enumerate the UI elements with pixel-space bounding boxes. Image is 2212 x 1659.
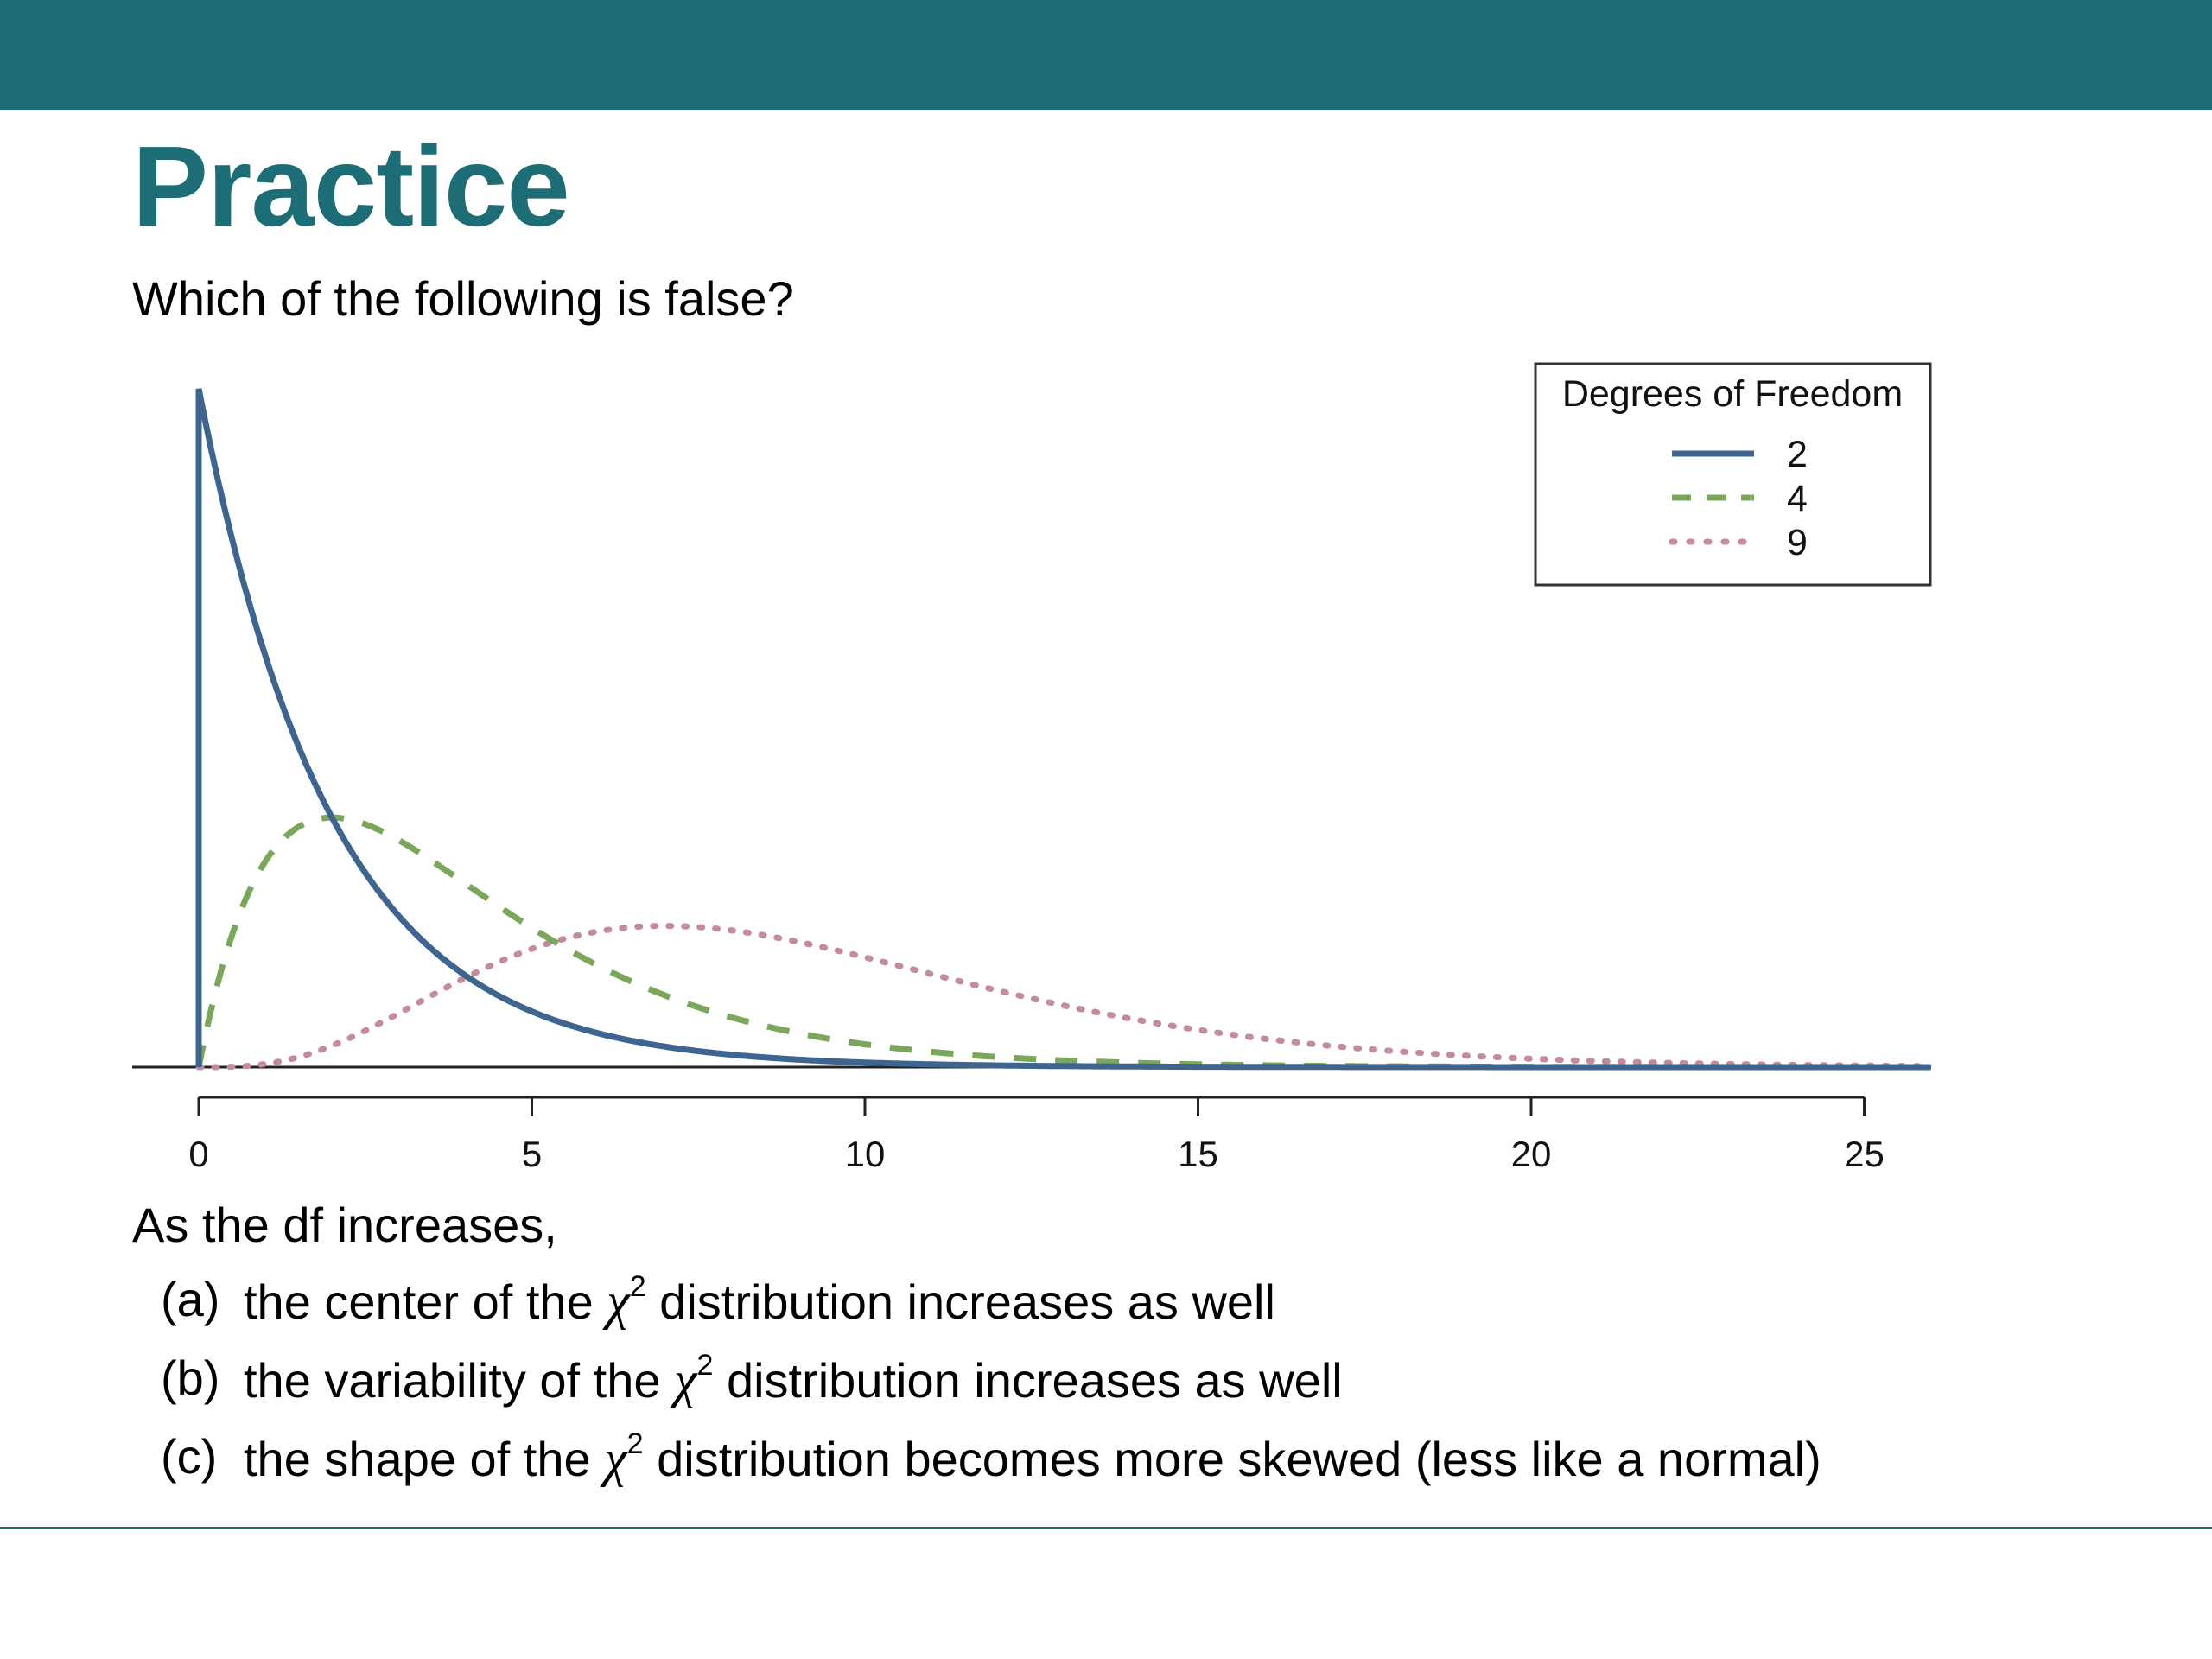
chi-symbol: χ (607, 1273, 630, 1330)
option-text: the shape of the χ2 distribution becomes… (244, 1427, 1821, 1487)
series-line-df-9 (195, 923, 1935, 1071)
legend-box (1534, 362, 1932, 587)
legend-title: Degrees of Freedom (1562, 373, 1903, 415)
chi-square-chart: 0 5 10 15 20 25 Degrees of Freedom 249 (132, 362, 1935, 1174)
option-a[interactable]: (a) the center of the χ2 distribution in… (161, 1270, 1821, 1330)
options-intro: As the df increases, (132, 1198, 557, 1252)
legend-label-df-2: 2 (1787, 434, 1808, 475)
superscript: 2 (696, 1349, 714, 1382)
header-bar (0, 0, 2212, 110)
superscript: 2 (629, 1270, 646, 1303)
superscript: 2 (626, 1427, 644, 1460)
series-line-df-2 (195, 388, 1931, 1071)
question-text: Which of the following is false? (132, 271, 794, 326)
slide-title: Practice (132, 123, 570, 250)
option-text: the variability of the χ2 distribution i… (244, 1349, 1343, 1408)
series-line-df-4 (195, 814, 1931, 1071)
option-letter: (a) (161, 1272, 220, 1326)
x-tick-label: 5 (522, 1134, 542, 1174)
option-letter: (c) (161, 1429, 218, 1484)
x-tick-label: 10 (845, 1134, 886, 1174)
plot-curves (132, 388, 1935, 1071)
legend: Degrees of Freedom 249 (1534, 362, 1932, 587)
option-b[interactable]: (b) the variability of the χ2 distributi… (161, 1349, 1821, 1408)
x-tick-label: 20 (1511, 1134, 1552, 1174)
x-tick-label: 25 (1844, 1134, 1885, 1174)
option-c[interactable]: (c) the shape of the χ2 distribution bec… (161, 1427, 1821, 1487)
x-tick-label: 15 (1178, 1134, 1218, 1174)
option-text: the center of the χ2 distribution increa… (244, 1270, 1275, 1330)
footer-rule (0, 1527, 2212, 1529)
x-axis: 0 5 10 15 20 25 (188, 1096, 1885, 1174)
x-tick-label: 0 (188, 1134, 208, 1174)
chi-symbol: χ (674, 1351, 697, 1408)
option-letter: (b) (161, 1351, 220, 1405)
answer-options: As the df increases, (a) the center of t… (132, 1201, 1821, 1511)
chi-symbol: χ (604, 1430, 627, 1487)
legend-label-df-4: 4 (1787, 478, 1808, 519)
legend-label-df-9: 9 (1787, 522, 1808, 563)
